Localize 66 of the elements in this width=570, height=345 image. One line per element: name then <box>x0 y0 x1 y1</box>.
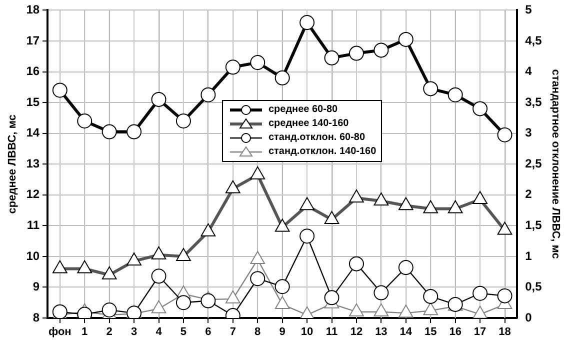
x-tick-label: 13 <box>375 326 388 339</box>
y-tick-label: 8 <box>32 310 40 324</box>
x-tick-label: 5 <box>180 326 187 339</box>
point <box>151 92 166 107</box>
y-tick-label: 9 <box>32 280 40 294</box>
y-axis-title: среднее ЛВВС, мс <box>6 114 19 214</box>
y2-tick-label: 3 <box>525 126 532 140</box>
x-tick-label: 3 <box>130 326 138 339</box>
y2-tick-label: 2 <box>525 187 532 202</box>
y2-tick-label: 4 <box>525 64 532 78</box>
point <box>225 60 240 75</box>
point <box>102 124 117 140</box>
y-tick-label: 12 <box>26 187 40 202</box>
point <box>77 114 92 129</box>
point <box>423 81 438 96</box>
x-tick-label: 14 <box>400 326 412 339</box>
x-tick-label: 9 <box>279 326 286 339</box>
legend-label: станд.отклон. 140-160 <box>268 145 376 160</box>
point <box>176 114 191 129</box>
x-tick-label: 1 <box>82 326 88 339</box>
x-tick-label: 7 <box>230 326 236 339</box>
point <box>398 32 414 47</box>
x-tick-label: 16 <box>449 326 462 339</box>
y2-tick-label: 2,5 <box>525 156 542 170</box>
x-tick-label: 6 <box>205 326 212 339</box>
y-tick-label: 15 <box>26 94 40 109</box>
x-tick-label: 4 <box>156 326 162 339</box>
point <box>200 87 216 102</box>
x-tick-label: 2 <box>106 326 112 339</box>
y-tick-label: 16 <box>26 64 40 78</box>
point <box>126 124 142 140</box>
x-tick-label: 10 <box>300 326 314 339</box>
y2-tick-label: 1 <box>525 248 532 263</box>
legend-label: станд.отклон. 60-80 <box>268 131 366 146</box>
y2-tick-label: 0 <box>525 310 532 324</box>
x-tick-label: 12 <box>350 326 363 339</box>
point <box>274 70 290 86</box>
x-tick-label: фон <box>48 326 72 339</box>
y-tick-label: 11 <box>26 218 40 232</box>
point <box>374 42 389 58</box>
point <box>324 50 340 66</box>
x-tick-label: 8 <box>254 326 261 339</box>
y2-tick-label: 4,5 <box>525 33 542 48</box>
legend-label: среднее 140-160 <box>268 117 349 132</box>
point <box>448 87 463 102</box>
y-tick-label: 17 <box>26 33 40 48</box>
y2-tick-label: 0,5 <box>525 280 542 294</box>
point <box>472 101 488 116</box>
point <box>348 46 364 61</box>
x-tick-label: 18 <box>498 326 511 339</box>
y-tick-label: 18 <box>26 2 40 17</box>
point <box>497 127 512 142</box>
y-tick-label: 13 <box>26 156 40 170</box>
x-tick-label: 15 <box>424 326 437 339</box>
point <box>52 82 68 98</box>
y-tick-label: 10 <box>26 248 40 263</box>
x-tick-label: 11 <box>326 326 338 339</box>
y2-tick-label: 5 <box>525 2 532 17</box>
y-tick-label: 14 <box>26 126 40 140</box>
point <box>250 55 266 70</box>
point <box>300 15 315 30</box>
legend-label: среднее 60-80 <box>268 103 338 118</box>
y2-tick-label: 3,5 <box>525 94 542 109</box>
y2-tick-label: 1,5 <box>525 218 542 232</box>
x-tick-label: 17 <box>474 326 486 339</box>
y2-axis-title: стандартное отклонение ЛВВС, мс <box>549 69 562 259</box>
